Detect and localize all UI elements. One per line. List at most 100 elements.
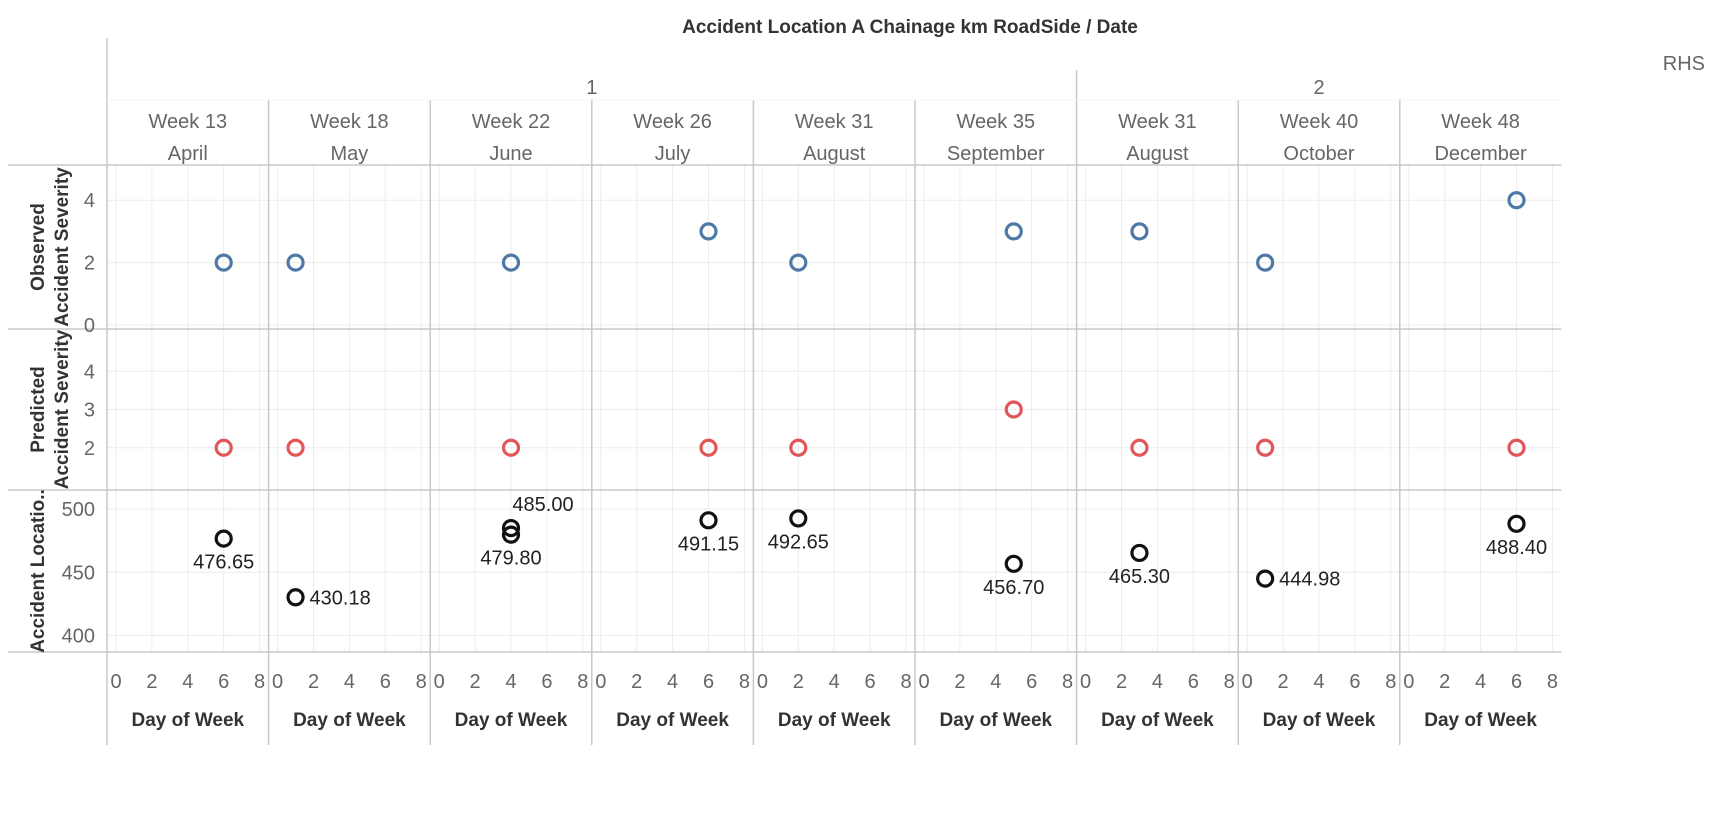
panel-week-label: Week 40 <box>1280 111 1359 133</box>
panel-month-label: June <box>489 143 532 165</box>
column-headers: 1 2 Week 13 April Week 18 May Week 22 June Week … <box>149 77 1528 165</box>
data-label: 479.80 <box>480 548 541 570</box>
data-point <box>1256 438 1275 457</box>
chart-title: Accident Location A Chainage km RoadSide… <box>682 17 1138 38</box>
x-tick-label: 2 <box>631 671 642 693</box>
x-tick-label: 6 <box>1026 671 1037 693</box>
panel-week-label: Week 22 <box>472 111 551 133</box>
data-label: 476.65 <box>193 552 254 574</box>
data-point <box>1256 253 1275 272</box>
x-tick-label: 6 <box>380 671 391 693</box>
x-tick-label: 0 <box>595 671 606 693</box>
data-point <box>1130 222 1149 241</box>
x-tick-label: 2 <box>146 671 157 693</box>
x-tick-label: 4 <box>344 671 355 693</box>
x-axis-ticks: 0 2 4 6 8 Day of Week 0 2 4 6 8 Day of Week 0 2 4 6 8 Day… <box>110 671 1558 731</box>
x-tick-label: 8 <box>416 671 427 693</box>
panel-week-label: Week 18 <box>310 111 389 133</box>
x-tick-label: 8 <box>1224 671 1235 693</box>
x-axis-title: Day of Week <box>939 710 1052 731</box>
x-axis-title: Day of Week <box>616 710 729 731</box>
row-label: Observed <box>28 203 49 291</box>
x-tick-label: 2 <box>1116 671 1127 693</box>
panel-month-label: August <box>1126 143 1189 165</box>
y-tick-label: 3 <box>84 400 95 422</box>
x-axis-title: Day of Week <box>1263 710 1376 731</box>
x-tick-label: 0 <box>434 671 445 693</box>
y-axis-ticks: 0 2 4 2 3 4 400 450 500 <box>62 190 95 647</box>
data-point <box>286 438 305 457</box>
y-tick-label: 450 <box>62 562 95 584</box>
y-tick-label: 4 <box>84 361 95 383</box>
x-tick-label: 0 <box>1403 671 1414 693</box>
x-tick-label: 8 <box>1385 671 1396 693</box>
x-axis-title: Day of Week <box>778 710 891 731</box>
group-label: 2 <box>1313 77 1324 99</box>
x-tick-label: 4 <box>1313 671 1324 693</box>
row-label: Accident Locatio.. <box>28 489 49 653</box>
x-tick-label: 4 <box>990 671 1001 693</box>
data-label: 430.18 <box>310 587 371 609</box>
panel-month-label: October <box>1283 143 1354 165</box>
x-tick-label: 6 <box>1349 671 1360 693</box>
x-tick-label: 0 <box>1242 671 1253 693</box>
x-tick-label: 8 <box>254 671 265 693</box>
row-label: Accident Severity <box>52 329 73 489</box>
x-tick-label: 2 <box>1439 671 1450 693</box>
x-tick-label: 6 <box>703 671 714 693</box>
panel-month-label: September <box>947 143 1045 165</box>
x-tick-label: 4 <box>182 671 193 693</box>
data-point <box>214 253 233 272</box>
x-tick-label: 4 <box>1152 671 1163 693</box>
data-point <box>1507 438 1526 457</box>
x-tick-label: 0 <box>757 671 768 693</box>
data-label: 444.98 <box>1279 569 1340 591</box>
x-tick-label: 8 <box>1547 671 1558 693</box>
y-tick-label: 0 <box>84 315 95 337</box>
data-point <box>699 222 718 241</box>
row-label: Accident Severity <box>52 167 73 327</box>
frame-layer <box>8 38 1562 745</box>
data-point <box>789 509 808 528</box>
data-label: 456.70 <box>983 577 1044 599</box>
x-tick-label: 2 <box>308 671 319 693</box>
x-axis-title: Day of Week <box>1101 710 1214 731</box>
data-point <box>699 438 718 457</box>
data-point <box>501 518 521 538</box>
x-tick-label: 4 <box>667 671 678 693</box>
grid-layer <box>107 165 1562 652</box>
panel-week-label: Week 31 <box>1118 111 1197 133</box>
data-point <box>214 529 233 548</box>
data-point <box>699 511 718 530</box>
panel-month-label: December <box>1434 143 1527 165</box>
panel-week-label: Week 35 <box>957 111 1036 133</box>
data-point <box>501 253 521 272</box>
roadside-header: RHS <box>1663 53 1705 75</box>
x-tick-label: 6 <box>541 671 552 693</box>
y-tick-label: 2 <box>84 438 95 460</box>
data-labels: 476.65 430.18 485.00 479.80 491.15 492.65 456.… <box>193 494 1547 609</box>
data-point <box>1507 514 1526 533</box>
row-label: Predicted <box>28 366 49 453</box>
panel-week-label: Week 26 <box>633 111 712 133</box>
data-label: 485.00 <box>512 494 573 516</box>
data-label: 465.30 <box>1109 566 1170 588</box>
data-point <box>501 438 521 457</box>
x-tick-label: 8 <box>1062 671 1073 693</box>
y-tick-label: 2 <box>84 253 95 275</box>
x-tick-label: 8 <box>577 671 588 693</box>
data-point <box>1130 543 1149 563</box>
data-point <box>286 588 305 607</box>
x-tick-label: 6 <box>1188 671 1199 693</box>
data-point <box>286 253 305 272</box>
x-axis-title: Day of Week <box>1424 710 1537 731</box>
data-point <box>1256 569 1275 588</box>
x-tick-label: 2 <box>793 671 804 693</box>
x-axis-title: Day of Week <box>455 710 568 731</box>
x-tick-label: 8 <box>900 671 911 693</box>
x-axis-title: Day of Week <box>293 710 406 731</box>
panel-month-label: May <box>331 143 369 165</box>
x-tick-label: 2 <box>470 671 481 693</box>
